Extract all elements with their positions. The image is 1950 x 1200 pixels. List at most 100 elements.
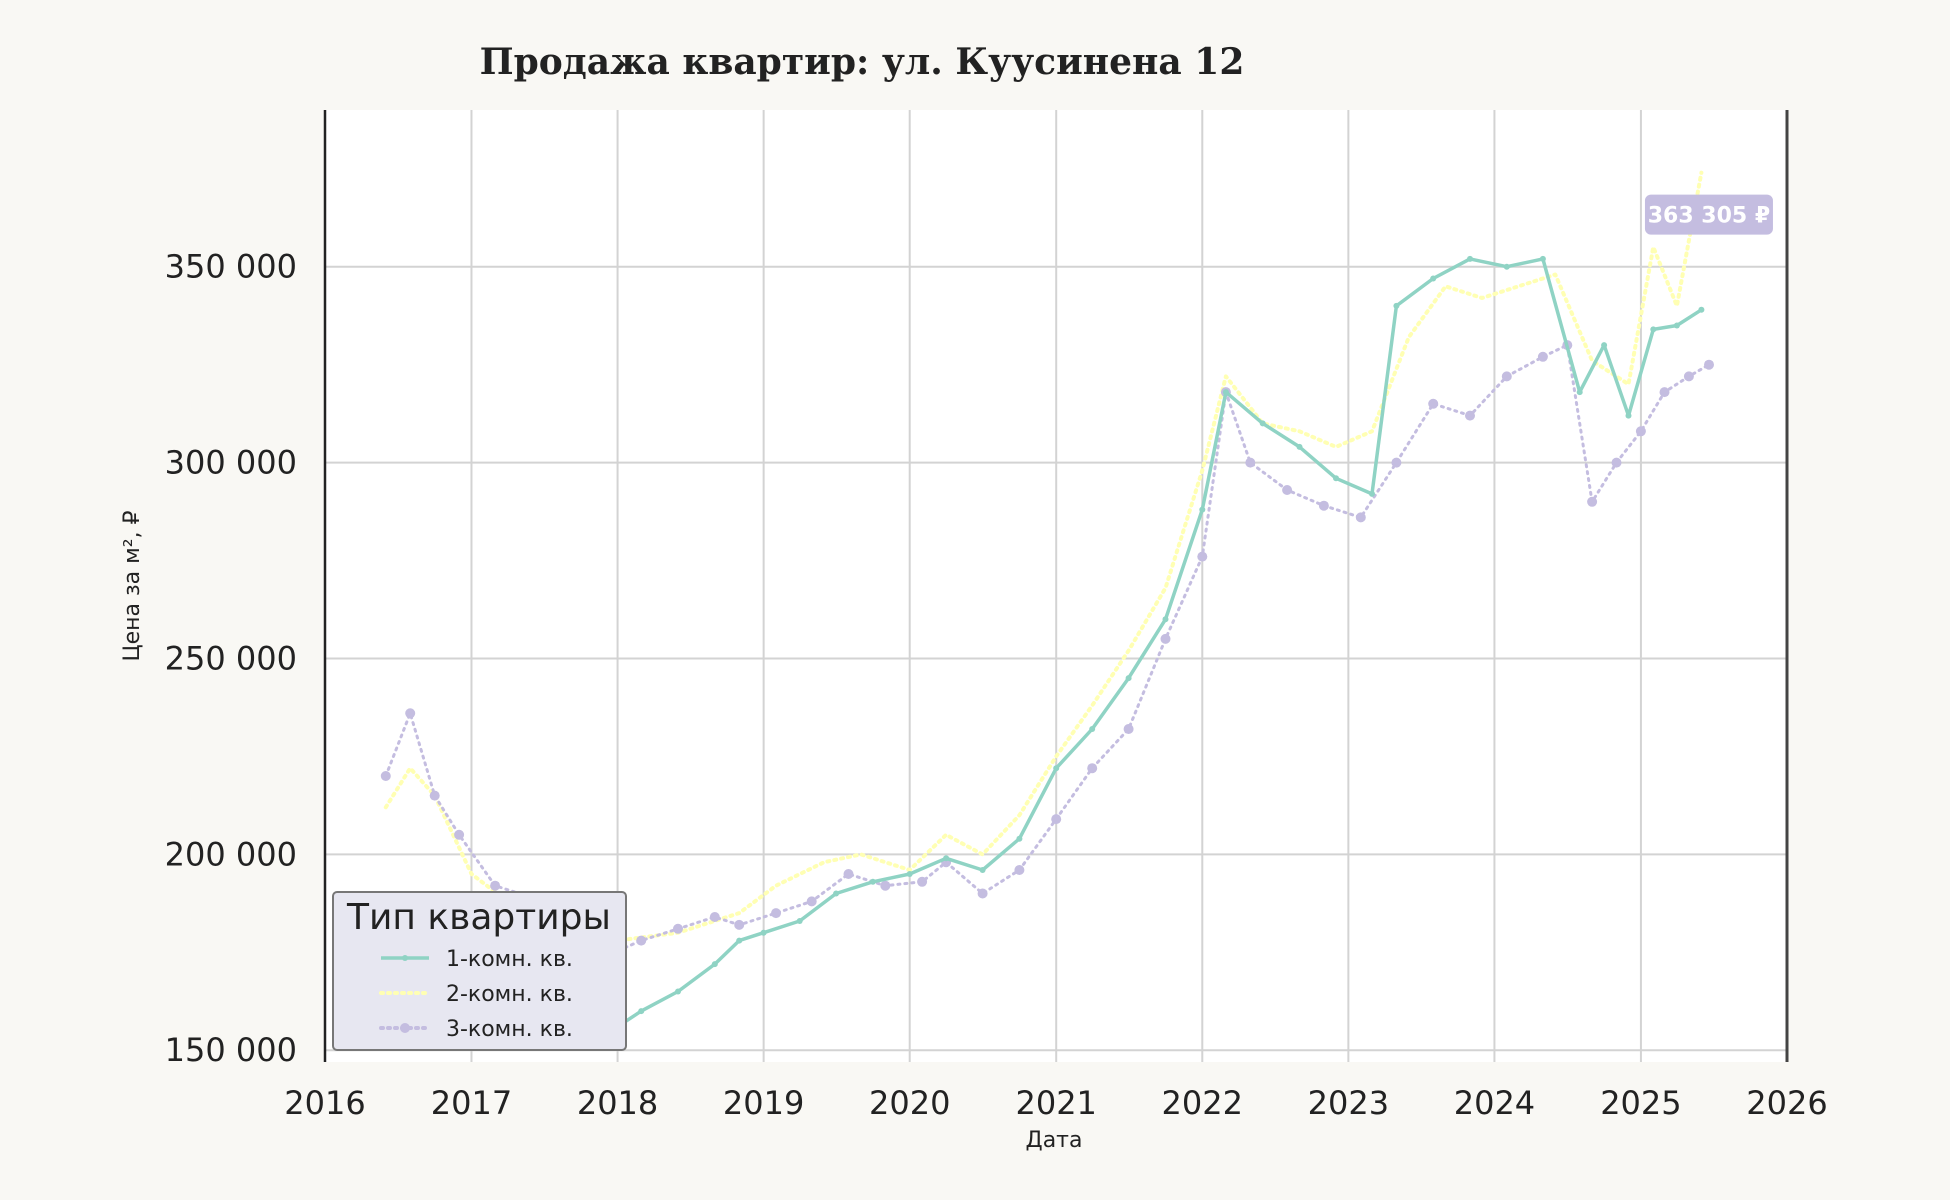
series-point: [1391, 457, 1402, 468]
series-point: [1673, 322, 1680, 329]
legend-marker: [400, 1023, 410, 1033]
series-point: [1635, 426, 1646, 437]
y-tick-label: 300 000: [165, 444, 297, 482]
series-point: [1014, 865, 1025, 875]
y-tick-label: 350 000: [165, 248, 297, 286]
series-point: [1296, 443, 1303, 450]
x-tick-label: 2023: [1308, 1084, 1389, 1122]
series-point: [1282, 485, 1293, 495]
series-point: [1587, 496, 1598, 507]
series-point: [1650, 326, 1657, 333]
series-point: [833, 890, 840, 897]
series-point: [1698, 306, 1705, 313]
legend-items: 1-комн. кв. 2-комн. кв. 3-комн. кв.: [379, 947, 573, 1042]
series-point: [1611, 457, 1622, 468]
legend-label: 3-комн. кв.: [446, 1017, 573, 1042]
series-point: [1625, 412, 1632, 419]
series-point: [1051, 814, 1062, 825]
price-badge-label: 363 305 ₽: [1648, 204, 1770, 229]
series-point: [1089, 726, 1096, 732]
series-point: [1576, 389, 1583, 396]
series-point: [1016, 835, 1023, 842]
series-point: [880, 880, 891, 891]
series-point: [917, 876, 928, 887]
chart-title: Продажа квартир: ул. Куусинена 12: [480, 41, 1245, 83]
series-point: [906, 871, 913, 877]
series-point: [1160, 633, 1171, 644]
series-point: [405, 708, 416, 719]
series-line: [383, 170, 1704, 943]
series-point: [490, 880, 501, 891]
series-point: [1197, 551, 1208, 562]
x-tick-label: 2018: [577, 1084, 658, 1122]
series-point: [1467, 255, 1473, 262]
series-point: [796, 918, 803, 924]
series-point: [1125, 675, 1132, 682]
series-point: [1222, 389, 1229, 396]
series-point: [734, 919, 745, 930]
series-point: [1501, 371, 1512, 382]
series-point: [1245, 457, 1256, 468]
x-tick-label: 2020: [869, 1084, 950, 1122]
series-point: [636, 935, 647, 946]
series-point: [1704, 359, 1714, 370]
series-point: [1683, 371, 1694, 382]
series-line: [616, 257, 1703, 1029]
series-point: [429, 790, 440, 801]
y-tick-label: 200 000: [165, 835, 297, 873]
series-point: [1053, 765, 1060, 772]
series-point: [1333, 475, 1339, 482]
x-tick-label: 2022: [1162, 1084, 1243, 1122]
annotation-layer: 363 305 ₽: [1644, 194, 1773, 235]
series-point: [1393, 302, 1400, 309]
series-point: [1601, 342, 1608, 349]
series-point: [1503, 263, 1510, 270]
x-tick-label: 2016: [284, 1084, 365, 1122]
x-tick-label: 2017: [431, 1084, 512, 1122]
series-point: [1087, 763, 1098, 774]
legend-label: 2-комн. кв.: [446, 982, 573, 1007]
series-point: [806, 896, 817, 907]
series-point: [1430, 275, 1437, 282]
series-point: [1318, 500, 1329, 511]
legend-title: Тип квартиры: [346, 897, 611, 938]
series-point: [675, 988, 681, 995]
series-point: [1659, 387, 1670, 398]
x-tick-label: 2025: [1600, 1084, 1681, 1122]
series-point: [638, 1008, 645, 1015]
series-point: [1162, 616, 1169, 623]
legend: Тип квартиры 1-комн. кв. 2-комн. кв. 3-ком…: [332, 891, 627, 1051]
series-point: [1428, 398, 1439, 409]
legend-label: 1-комн. кв.: [446, 947, 573, 972]
series-point: [1199, 506, 1206, 513]
series-point: [1369, 490, 1375, 497]
series-point: [380, 771, 391, 781]
series-point: [977, 888, 988, 899]
series-point: [673, 923, 683, 934]
x-axis-label: Дата: [1026, 1128, 1083, 1153]
series-point: [1465, 410, 1475, 421]
series-point: [979, 867, 986, 873]
series-point: [711, 961, 718, 968]
y-axis-label: Цена за м², ₽: [120, 510, 145, 661]
axes: [323, 110, 1789, 1062]
legend-marker: [402, 955, 408, 961]
y-tick-label: 250 000: [165, 639, 297, 677]
series-point: [943, 855, 950, 862]
series-point: [454, 829, 465, 840]
series-point: [1539, 255, 1546, 262]
x-tick-label: 2026: [1746, 1084, 1827, 1122]
y-tick-label: 150 000: [165, 1031, 297, 1069]
x-tick-label: 2024: [1454, 1084, 1535, 1122]
price-badge: [1644, 194, 1773, 235]
series-point: [869, 878, 876, 885]
legend-box: [332, 891, 627, 1051]
series-point: [709, 912, 720, 922]
series-point: [1259, 420, 1266, 427]
series-point: [736, 937, 743, 944]
series-point: [1123, 724, 1134, 734]
series-layer: [380, 170, 1714, 1030]
series-point: [1537, 351, 1548, 362]
